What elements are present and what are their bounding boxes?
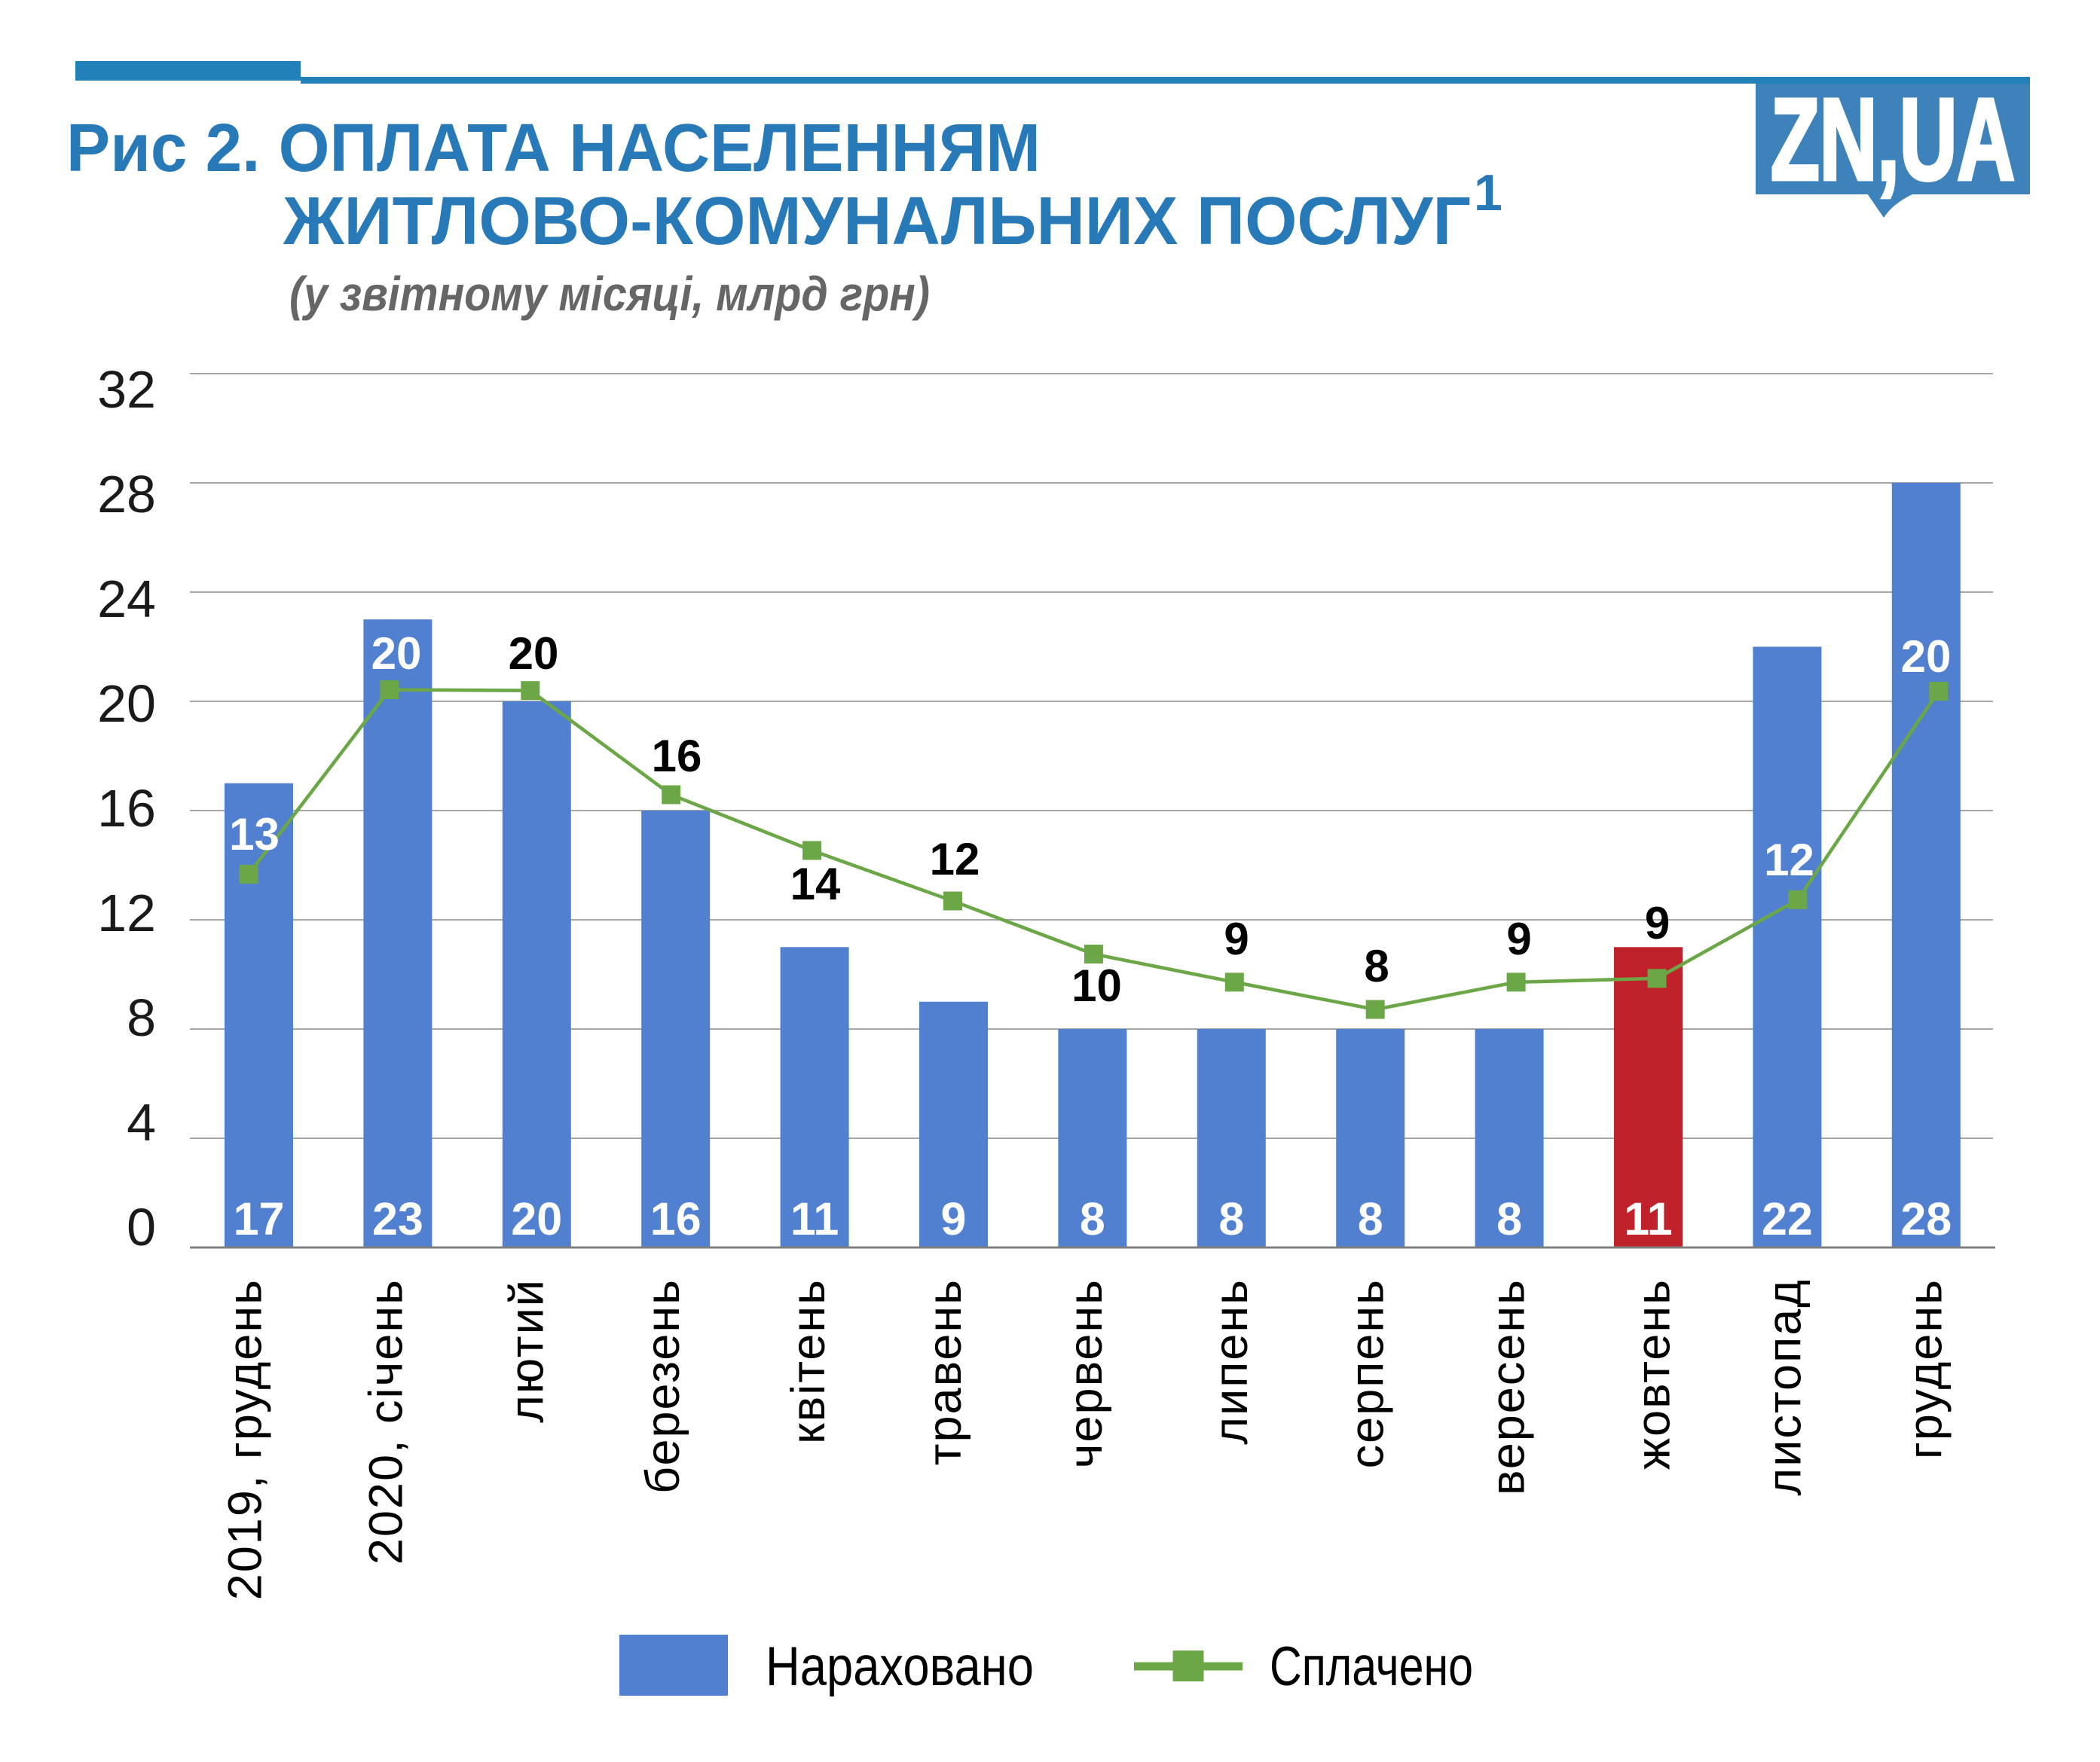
svg-text:1: 1	[1474, 164, 1502, 221]
svg-text:вересень: вересень	[1482, 1278, 1535, 1495]
svg-text:8: 8	[1364, 941, 1389, 991]
svg-text:17: 17	[234, 1193, 285, 1244]
svg-text:20: 20	[509, 628, 559, 679]
svg-text:Сплачено: Сплачено	[1270, 1636, 1473, 1697]
svg-text:16: 16	[652, 731, 702, 781]
svg-text:22: 22	[1762, 1193, 1813, 1244]
svg-text:2019, грудень: 2019, грудень	[219, 1278, 272, 1600]
svg-text:травень: травень	[919, 1278, 971, 1465]
svg-text:13: 13	[229, 809, 280, 860]
svg-text:20: 20	[371, 628, 422, 679]
svg-text:8: 8	[127, 988, 156, 1047]
svg-text:9: 9	[1506, 914, 1531, 964]
svg-text:9: 9	[941, 1193, 967, 1244]
svg-text:0: 0	[127, 1198, 156, 1257]
svg-text:(у звітному місяці, млрд грн): (у звітному місяці, млрд грн)	[289, 267, 930, 321]
svg-text:12: 12	[930, 834, 980, 884]
svg-text:квітень: квітень	[782, 1278, 835, 1444]
svg-text:20: 20	[97, 674, 156, 733]
svg-text:лютий: лютий	[500, 1278, 553, 1423]
svg-text:16: 16	[650, 1193, 702, 1244]
svg-text:12: 12	[1764, 835, 1814, 885]
svg-text:8: 8	[1358, 1193, 1383, 1244]
svg-text:20: 20	[1901, 631, 1952, 682]
svg-text:12: 12	[97, 884, 156, 942]
svg-text:28: 28	[1900, 1193, 1952, 1244]
svg-text:липень: липень	[1205, 1278, 1258, 1445]
svg-text:8: 8	[1496, 1193, 1522, 1244]
svg-text:ZN,UA: ZN,UA	[1771, 75, 2015, 204]
svg-text:4: 4	[127, 1093, 156, 1152]
svg-text:грудень: грудень	[1899, 1278, 1952, 1459]
svg-text:10: 10	[1071, 960, 1122, 1011]
svg-text:березень: березень	[637, 1278, 689, 1494]
svg-text:9: 9	[1224, 914, 1249, 964]
svg-text:8: 8	[1218, 1193, 1244, 1244]
svg-text:23: 23	[372, 1193, 423, 1244]
svg-text:2020, січень: 2020, січень	[359, 1278, 412, 1565]
svg-text:16: 16	[97, 779, 156, 838]
svg-text:червень: червень	[1059, 1278, 1112, 1468]
svg-text:8: 8	[1080, 1193, 1105, 1244]
svg-text:жовтень: жовтень	[1628, 1278, 1680, 1470]
svg-text:14: 14	[790, 859, 841, 909]
svg-text:ЖИТЛОВО-КОМУНАЛЬНИХ ПОСЛУГ: ЖИТЛОВО-КОМУНАЛЬНИХ ПОСЛУГ	[283, 184, 1471, 259]
svg-text:32: 32	[97, 360, 156, 419]
svg-text:11: 11	[1624, 1193, 1673, 1244]
svg-text:Рис 2. ОПЛАТА НАСЕЛЕННЯМ: Рис 2. ОПЛАТА НАСЕЛЕННЯМ	[66, 111, 1041, 186]
svg-text:листопад: листопад	[1758, 1278, 1811, 1496]
svg-text:28: 28	[97, 465, 156, 524]
svg-text:11: 11	[790, 1193, 839, 1244]
svg-text:24: 24	[97, 570, 156, 628]
svg-text:9: 9	[1645, 898, 1670, 948]
svg-text:серпень: серпень	[1341, 1278, 1394, 1468]
svg-text:Нараховано: Нараховано	[766, 1636, 1034, 1697]
svg-text:20: 20	[511, 1193, 562, 1244]
